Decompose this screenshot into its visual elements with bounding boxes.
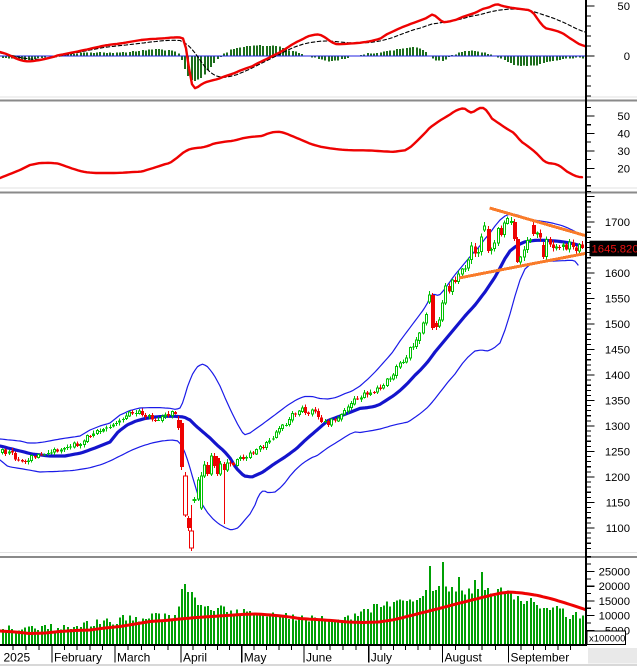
svg-text:1250: 1250 <box>605 447 630 459</box>
svg-text:50: 50 <box>617 1 630 13</box>
svg-text:1645.820: 1645.820 <box>592 244 637 256</box>
svg-text:20000: 20000 <box>599 581 630 593</box>
svg-text:50: 50 <box>617 111 630 123</box>
svg-text:1150: 1150 <box>606 498 630 510</box>
svg-text:1500: 1500 <box>605 319 630 331</box>
svg-text:February: February <box>54 651 102 665</box>
svg-text:40: 40 <box>617 129 630 141</box>
svg-text:1100: 1100 <box>606 523 630 535</box>
svg-text:2025: 2025 <box>4 651 31 665</box>
svg-text:April: April <box>183 651 207 665</box>
svg-text:10000: 10000 <box>599 611 630 623</box>
svg-text:15000: 15000 <box>599 596 630 608</box>
svg-text:1450: 1450 <box>605 345 630 357</box>
svg-text:30: 30 <box>617 146 630 158</box>
svg-text:1200: 1200 <box>605 472 630 484</box>
svg-text:25000: 25000 <box>599 567 630 579</box>
svg-text:1300: 1300 <box>605 421 630 433</box>
svg-text:1400: 1400 <box>605 370 630 382</box>
svg-text:1550: 1550 <box>605 294 630 306</box>
svg-text:August: August <box>445 651 483 665</box>
svg-text:May: May <box>244 651 267 665</box>
svg-text:0: 0 <box>624 51 630 63</box>
svg-text:June: June <box>306 651 332 665</box>
svg-text:x100000: x100000 <box>589 634 625 645</box>
svg-text:March: March <box>117 651 150 665</box>
svg-text:July: July <box>371 651 392 665</box>
svg-text:1350: 1350 <box>605 396 630 408</box>
svg-text:September: September <box>511 651 570 665</box>
svg-text:20: 20 <box>617 163 630 175</box>
svg-text:1700: 1700 <box>605 217 630 229</box>
svg-text:1600: 1600 <box>605 268 630 280</box>
